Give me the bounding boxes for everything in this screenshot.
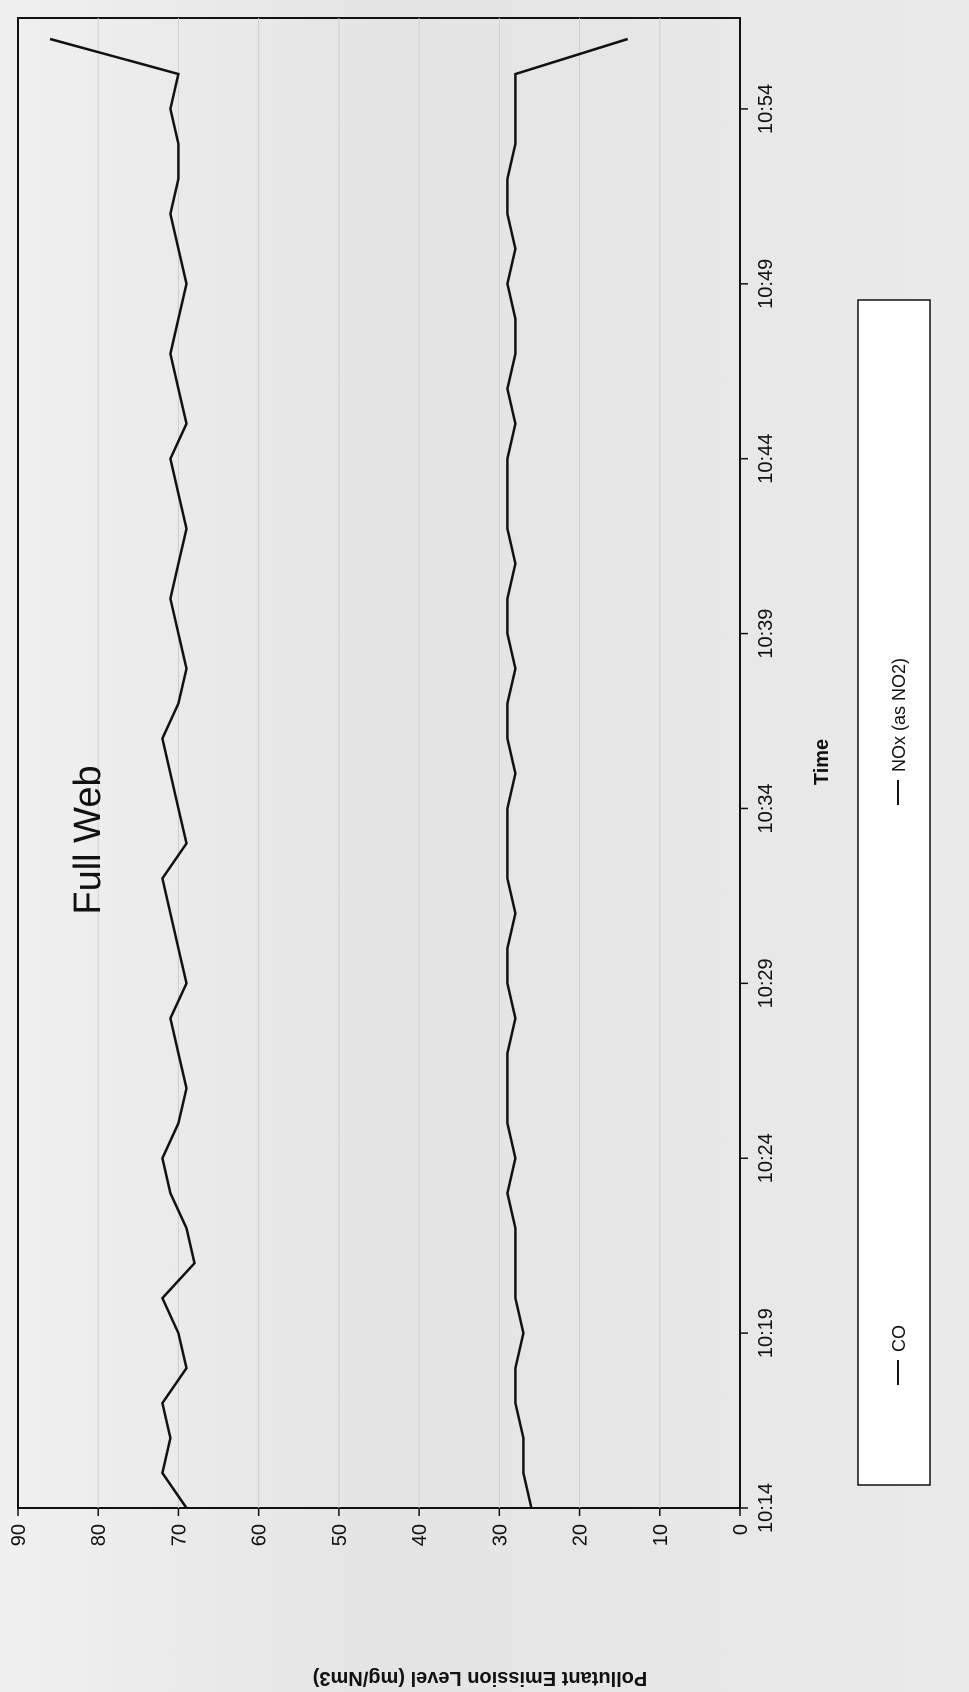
legend-label-nox: NOx (as NO2) [889, 658, 909, 772]
legend-label-co: CO [889, 1325, 909, 1352]
x-tick-label: 10:14 [755, 1483, 777, 1533]
x-axis-ticks: 10:14 10:19 10:24 10:29 10:34 10:39 10:44 10:49… [740, 84, 777, 1533]
series-line-co [49, 37, 196, 1509]
gridlines [97, 18, 661, 1508]
y-tick-label: 20 [570, 1524, 592, 1546]
legend-box [857, 299, 931, 1486]
x-tick-label: 10:44 [755, 434, 777, 484]
y-tick-label: 70 [168, 1524, 190, 1546]
x-tick-label: 10:54 [755, 84, 777, 134]
x-tick-label: 10:19 [755, 1308, 777, 1358]
y-tick-label: 80 [88, 1524, 110, 1546]
y-tick-label: 40 [409, 1524, 431, 1546]
y-tick-label: 0 [730, 1524, 752, 1535]
plot-frame [17, 17, 741, 1509]
y-tick-label: 60 [249, 1524, 271, 1546]
series-line-nox [506, 37, 629, 1509]
y-axis-ticks: 0 10 20 30 40 50 60 70 80 90 [8, 1508, 752, 1546]
y-axis-label: Pollutant Emission Level (mg/Nm3) [313, 1667, 648, 1689]
x-tick-label: 10:34 [755, 783, 777, 833]
x-tick-label: 10:39 [755, 609, 777, 659]
legend: CO NOx (as NO2) [857, 299, 931, 1486]
series-lines [49, 37, 629, 1509]
x-tick-label: 10:24 [755, 1133, 777, 1183]
y-tick-label: 90 [8, 1524, 30, 1546]
y-tick-label: 30 [489, 1524, 511, 1546]
y-tick-label: 10 [650, 1524, 672, 1546]
x-tick-label: 10:49 [755, 259, 777, 309]
y-tick-label: 50 [329, 1524, 351, 1546]
chart-title: Full Web [67, 765, 109, 914]
x-axis-label: Time [811, 739, 833, 785]
x-tick-label: 10:29 [755, 958, 777, 1008]
plot-area: 0 10 20 30 40 50 60 70 80 90 10:14 10:19 10:24 10:29… [8, 17, 777, 1546]
